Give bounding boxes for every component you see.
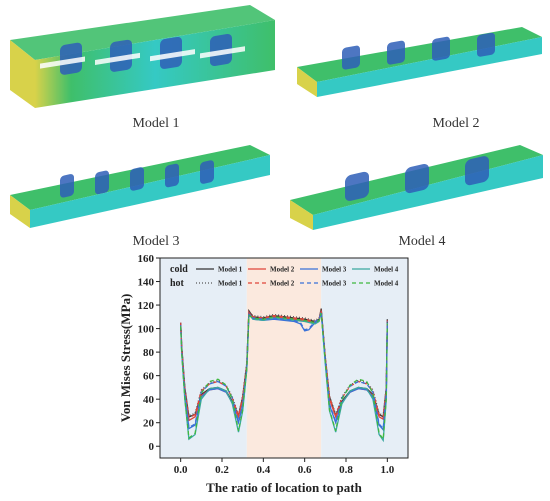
legend-label: Model 2 [270,266,295,274]
y-tick-label: 20 [143,418,155,430]
legend-label: Model 1 [218,280,243,288]
model-3-image [10,145,270,228]
y-tick-label: 0 [149,441,155,453]
x-tick-label: 0.6 [298,464,312,476]
chart-regions [160,258,408,458]
model-4-label: Model 4 [398,234,446,249]
x-axis-title: The ratio of location to path [206,480,362,495]
model-1-label: Model 1 [132,116,180,131]
y-tick-label: 60 [143,371,155,383]
legend-label: Model 4 [374,266,399,274]
region-band-2 [321,258,408,458]
stress-chart: 0.0 0.2 0.4 0.6 0.8 1.0 0 20 40 60 80 100 120 140 160… [118,253,409,495]
legend-label: Model 1 [218,266,243,274]
y-tick-label: 80 [143,347,155,359]
model-3-label: Model 3 [132,234,180,249]
series-line-hot-model-3 [180,311,388,431]
chart-series [180,308,388,443]
x-axis: 0.0 0.2 0.4 0.6 0.8 1.0 [174,458,395,476]
series-line-cold-model-3 [180,310,388,432]
chart-legend: cold hot Model 1 Model 2 Model 3 Model 4 Model… [170,264,399,289]
model-4-image [290,145,543,230]
legend-group-hot: hot [170,278,185,289]
x-tick-label: 0.2 [215,464,229,476]
legend-label: Model 4 [374,280,399,288]
region-band-1 [246,258,322,458]
x-tick-label: 0.4 [256,464,270,476]
legend-group-cold: cold [170,264,188,275]
region-band-0 [160,258,247,458]
legend-label: Model 3 [322,280,347,288]
x-tick-label: 1.0 [380,464,394,476]
y-axis-title: Von Mises Stress(MPa) [118,294,133,423]
y-axis: 0 20 40 60 80 100 120 140 160 [138,253,160,453]
model-1-image [10,5,275,108]
series-line-hot-model-4 [180,313,388,442]
y-tick-label: 40 [143,394,155,406]
legend-label: Model 2 [270,280,295,288]
y-tick-label: 140 [138,277,155,289]
legend-label: Model 3 [322,266,347,274]
model-2-image [297,27,542,97]
y-tick-label: 120 [138,300,155,312]
plot-frame [159,257,409,459]
x-tick-label: 0.8 [339,464,353,476]
y-tick-label: 160 [138,253,155,265]
model-2-label: Model 2 [432,116,480,131]
x-tick-label: 0.0 [174,464,188,476]
y-tick-label: 100 [138,324,155,336]
